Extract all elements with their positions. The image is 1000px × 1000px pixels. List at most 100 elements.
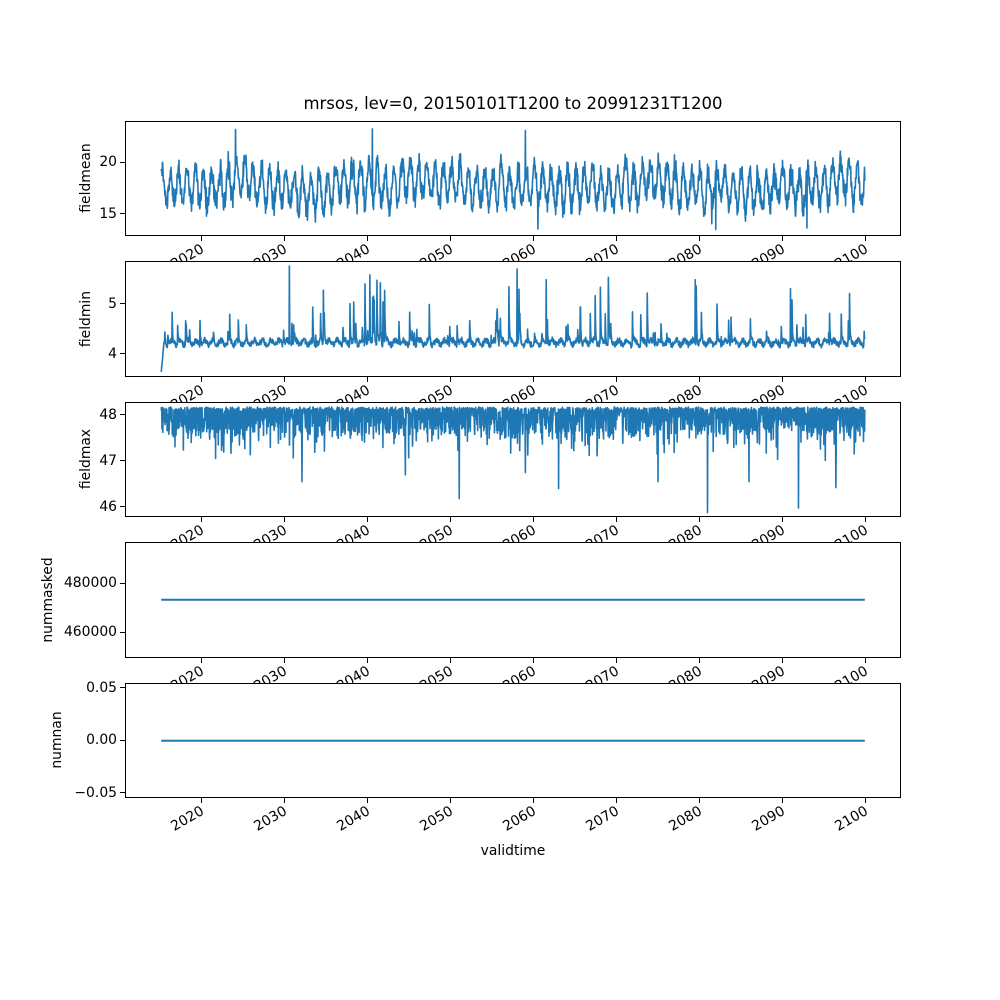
x-axis-label: validtime (480, 843, 546, 859)
line-series-fieldmax (160, 405, 866, 513)
x-tick (284, 517, 286, 522)
y-tick (120, 213, 125, 215)
x-tick-label: 2090 (749, 381, 789, 414)
x-tick-label: 2080 (666, 662, 706, 695)
y-axis-label: fieldmean (78, 143, 94, 213)
x-tick (450, 517, 452, 522)
x-tick-label: 2060 (500, 381, 540, 414)
x-tick (533, 657, 535, 663)
axes-nummasked (125, 542, 901, 658)
x-tick (533, 517, 535, 522)
x-tick (533, 236, 535, 241)
x-tick (367, 798, 369, 803)
y-tick (120, 460, 125, 462)
x-tick-label: 2050 (417, 381, 457, 414)
x-tick-label: 2030 (251, 522, 291, 554)
x-tick-label: 2070 (583, 241, 623, 273)
x-tick-label: 2030 (251, 662, 291, 695)
y-tick-label: 47 (99, 452, 117, 469)
x-tick-label: 2100 (832, 241, 872, 273)
x-tick-label: 2050 (417, 803, 457, 835)
x-tick (367, 517, 369, 522)
x-tick (201, 657, 203, 663)
x-tick (284, 798, 286, 803)
x-tick-label: 2030 (251, 381, 291, 414)
y-tick-label: 15 (99, 205, 117, 222)
y-tick (120, 506, 125, 508)
x-tick (450, 236, 452, 241)
x-tick (699, 376, 701, 382)
y-tick-label: 460000 (63, 624, 117, 641)
x-tick (450, 798, 452, 803)
line-series-fieldmin (160, 265, 866, 373)
line-series-nummasked (161, 598, 865, 601)
x-tick-label: 2020 (168, 662, 208, 695)
x-tick (782, 517, 784, 522)
x-tick (865, 798, 867, 803)
x-tick (616, 657, 618, 663)
x-tick (284, 376, 286, 382)
x-tick-label: 2090 (749, 522, 789, 554)
x-tick-label: 2070 (583, 662, 623, 695)
x-tick (616, 236, 618, 241)
x-tick-label: 2020 (168, 522, 208, 554)
x-tick-label: 2060 (500, 522, 540, 554)
x-tick-label: 2040 (334, 241, 374, 273)
x-tick (616, 376, 618, 382)
x-tick-label: 2060 (500, 662, 540, 695)
x-tick-label: 2040 (334, 803, 374, 835)
x-tick (782, 376, 784, 382)
y-tick (120, 792, 125, 794)
x-tick-label: 2050 (417, 662, 457, 695)
y-tick-label: 0.00 (86, 732, 117, 749)
x-tick-label: 2020 (168, 381, 208, 414)
x-tick (533, 376, 535, 382)
x-tick (865, 236, 867, 241)
y-axis-label: fieldmin (78, 290, 94, 347)
y-axis-label: numnan (49, 711, 65, 769)
y-tick-label: 4 (108, 345, 117, 362)
x-tick (201, 376, 203, 382)
x-tick (865, 517, 867, 522)
x-tick (616, 798, 618, 803)
x-tick-label: 2100 (832, 522, 872, 554)
line-series-numnan (161, 739, 865, 742)
y-tick (120, 353, 125, 355)
x-tick (865, 657, 867, 663)
x-tick-label: 2090 (749, 241, 789, 273)
axes-fieldmean (125, 120, 901, 236)
x-tick-label: 2100 (832, 381, 872, 414)
figure-title: mrsos, lev=0, 20150101T1200 to 20991231T… (303, 94, 723, 113)
x-tick-label: 2080 (666, 381, 706, 414)
x-tick (782, 657, 784, 663)
x-tick-label: 2070 (583, 522, 623, 554)
x-tick-label: 2040 (334, 522, 374, 554)
x-tick-label: 2070 (583, 381, 623, 414)
x-tick (367, 376, 369, 382)
x-tick-label: 2050 (417, 522, 457, 554)
x-tick-label: 2070 (583, 803, 623, 835)
x-tick (284, 236, 286, 241)
x-tick (367, 236, 369, 241)
x-tick (699, 798, 701, 803)
axes-numnan (125, 682, 901, 798)
x-tick (201, 517, 203, 522)
x-tick-label: 2080 (666, 241, 706, 273)
x-tick-label: 2020 (168, 241, 208, 273)
x-tick-label: 2060 (500, 803, 540, 835)
y-axis-label: nummasked (40, 557, 56, 643)
x-tick (450, 657, 452, 663)
x-tick (450, 376, 452, 382)
x-tick-label: 2030 (251, 803, 291, 835)
x-tick-label: 2040 (334, 381, 374, 414)
y-tick-label: 480000 (63, 575, 117, 592)
y-tick (120, 303, 125, 305)
x-tick (201, 236, 203, 241)
y-tick-label: −0.05 (74, 784, 117, 801)
y-tick (120, 739, 125, 741)
x-tick-label: 2050 (417, 241, 457, 273)
x-tick-label: 2030 (251, 241, 291, 273)
axes-fieldmin (125, 261, 901, 377)
x-tick (699, 236, 701, 241)
x-tick-label: 2090 (749, 803, 789, 835)
